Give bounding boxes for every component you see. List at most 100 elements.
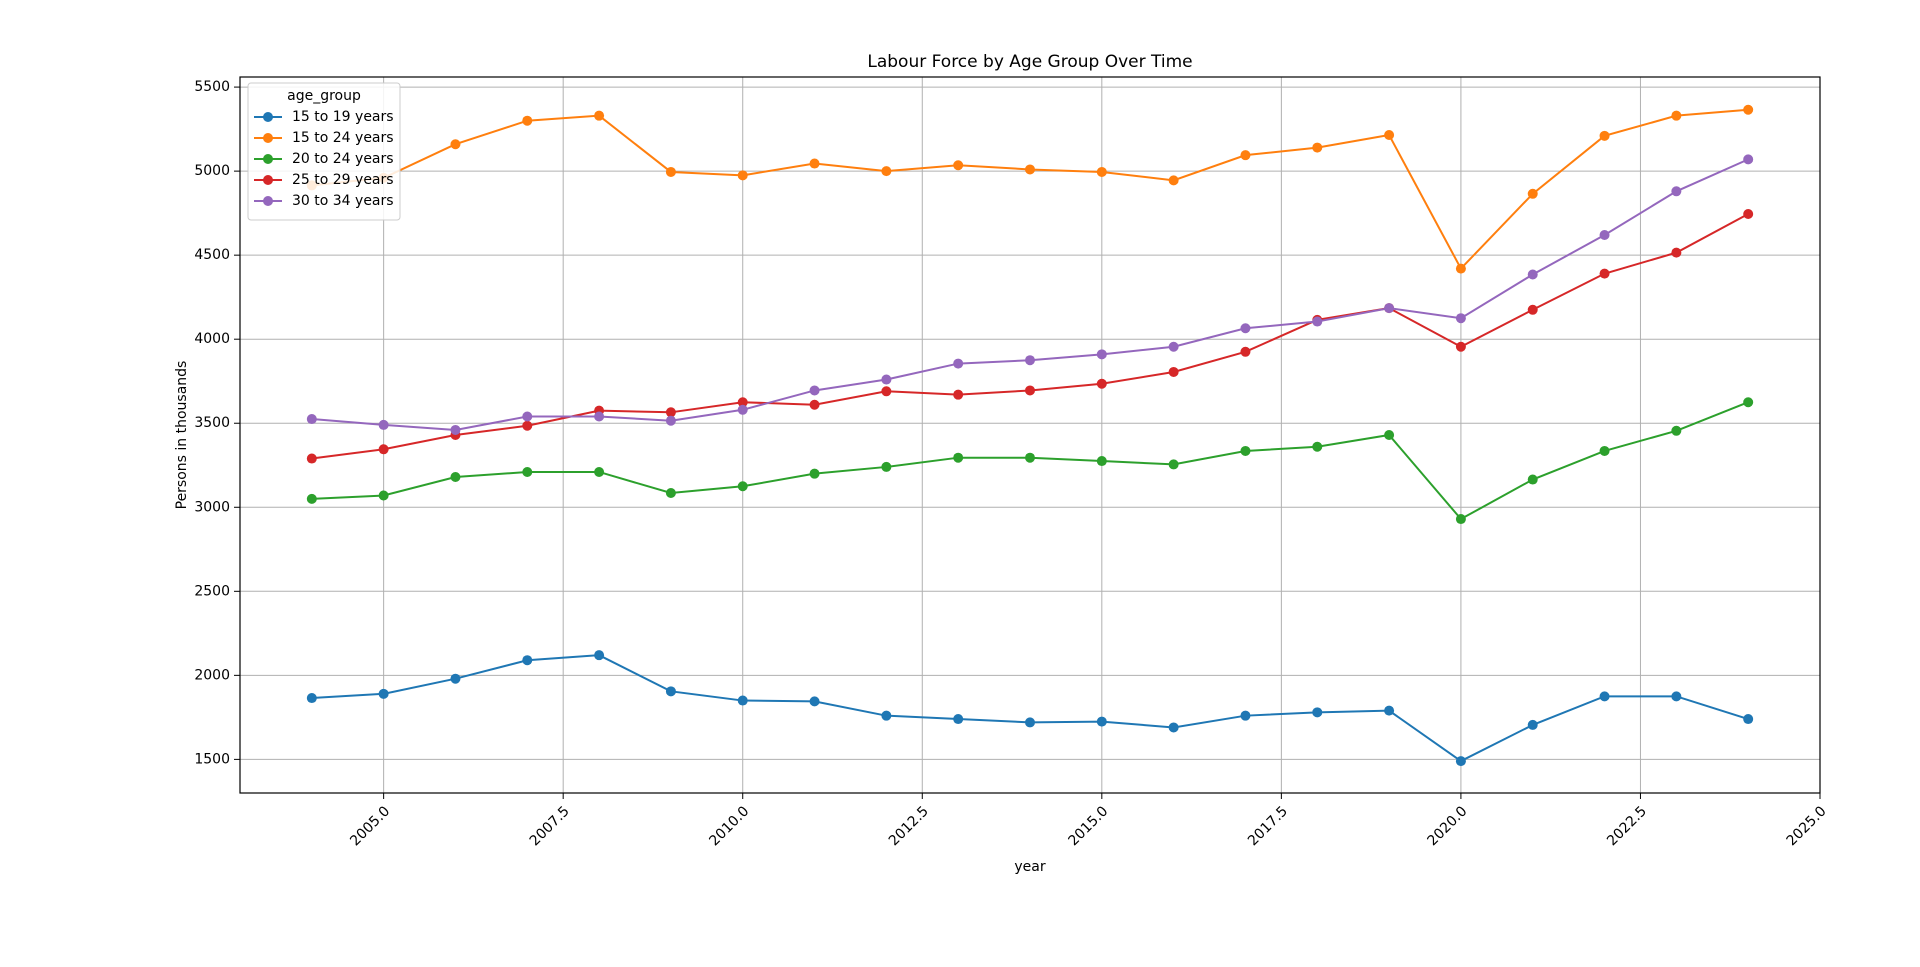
- data-point: [1096, 378, 1107, 389]
- data-point: [1599, 229, 1610, 240]
- data-point: [953, 452, 964, 463]
- data-point: [306, 414, 317, 425]
- data-point: [378, 490, 389, 501]
- y-tick-label: 4000: [194, 331, 230, 347]
- legend-marker: [263, 196, 273, 206]
- data-point: [1455, 341, 1466, 352]
- legend-marker: [263, 175, 273, 185]
- legend-marker: [263, 133, 273, 143]
- data-point: [522, 466, 533, 477]
- data-point: [881, 386, 892, 397]
- y-tick-label: 3000: [194, 499, 230, 515]
- y-tick-label: 5000: [194, 163, 230, 179]
- data-point: [665, 487, 676, 498]
- data-point: [1025, 355, 1035, 366]
- data-point: [1168, 175, 1179, 186]
- data-point: [378, 688, 389, 699]
- data-point: [450, 139, 461, 150]
- data-point: [1743, 154, 1754, 165]
- series-1: [306, 650, 1754, 767]
- data-point: [594, 650, 605, 661]
- legend-marker: [263, 112, 273, 122]
- data-point: [1312, 707, 1323, 718]
- data-point: [450, 673, 461, 684]
- data-point: [522, 411, 533, 422]
- data-point: [1527, 304, 1538, 315]
- data-point: [665, 415, 676, 426]
- data-point: [1384, 705, 1395, 716]
- data-point: [1599, 445, 1610, 456]
- data-point: [1025, 452, 1035, 463]
- chart-title: Labour Force by Age Group Over Time: [867, 52, 1192, 72]
- data-point: [737, 397, 748, 408]
- legend-label: 20 to 24 years: [292, 151, 394, 167]
- legend-item: 25 to 29 years: [254, 172, 394, 188]
- data-point: [378, 419, 389, 430]
- data-point: [1743, 208, 1754, 219]
- data-point: [1671, 691, 1682, 702]
- data-point: [1527, 188, 1538, 199]
- data-point: [809, 158, 820, 169]
- data-point: [1527, 719, 1538, 730]
- data-point: [1096, 716, 1107, 727]
- data-point: [1096, 456, 1107, 467]
- data-point: [881, 166, 892, 177]
- legend: age_group 15 to 19 years 15 to 24 years 20…: [247, 82, 401, 221]
- data-point: [1384, 430, 1395, 440]
- data-point: [594, 466, 605, 477]
- data-point: [1096, 166, 1107, 177]
- data-point: [953, 358, 964, 369]
- data-point: [953, 389, 964, 400]
- data-point: [809, 696, 820, 707]
- legend-item: 20 to 24 years: [254, 151, 394, 167]
- data-point: [1312, 441, 1323, 452]
- data-point: [1743, 104, 1754, 115]
- data-point: [1527, 474, 1538, 485]
- data-point: [1025, 164, 1035, 175]
- data-point: [522, 115, 533, 126]
- data-point: [1312, 142, 1323, 153]
- data-point: [881, 710, 892, 721]
- legend-label: 15 to 19 years: [292, 109, 394, 125]
- legend-label: 30 to 34 years: [292, 193, 394, 209]
- data-point: [1527, 269, 1538, 280]
- data-point: [1455, 313, 1466, 324]
- legend-item: 15 to 19 years: [254, 109, 394, 125]
- data-point: [522, 655, 533, 666]
- data-point: [1671, 186, 1682, 197]
- data-point: [1599, 268, 1610, 279]
- y-tick-label: 1500: [194, 751, 230, 767]
- data-point: [737, 695, 748, 706]
- data-point: [665, 407, 676, 418]
- legend-title: age_group: [287, 88, 361, 104]
- data-point: [1240, 150, 1251, 161]
- data-point: [1599, 130, 1610, 141]
- series-lines: [306, 104, 1754, 767]
- data-point: [881, 461, 892, 472]
- data-point: [378, 444, 389, 455]
- data-point: [953, 714, 964, 725]
- series-5: [306, 154, 1754, 435]
- y-tick-label: 2000: [194, 667, 230, 683]
- data-point: [809, 468, 820, 479]
- data-point: [1599, 691, 1610, 702]
- data-point: [665, 686, 676, 697]
- data-point: [1671, 425, 1682, 436]
- data-point: [737, 481, 748, 492]
- data-point: [809, 399, 820, 410]
- legend-item: 30 to 34 years: [254, 193, 394, 209]
- data-point: [1455, 514, 1466, 525]
- data-point: [1168, 722, 1179, 733]
- legend-label: 25 to 29 years: [292, 172, 394, 188]
- data-point: [1025, 385, 1035, 396]
- data-point: [1455, 263, 1466, 274]
- plot-area-frame: [239, 76, 1821, 794]
- data-point: [1312, 316, 1323, 327]
- data-point: [306, 493, 317, 504]
- data-point: [1671, 110, 1682, 121]
- y-tick-label: 3500: [194, 415, 230, 431]
- data-point: [809, 385, 820, 396]
- data-point: [1743, 397, 1754, 408]
- data-point: [1743, 714, 1754, 725]
